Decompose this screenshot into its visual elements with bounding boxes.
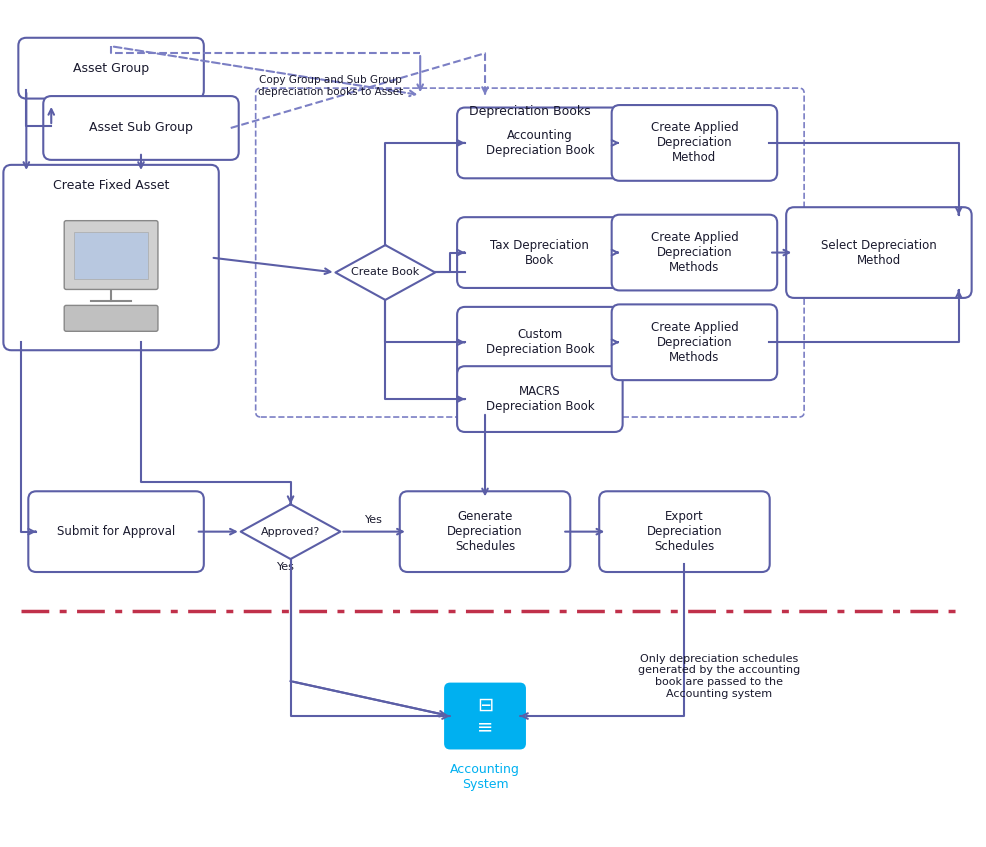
FancyBboxPatch shape [611,304,777,380]
Text: Submit for Approval: Submit for Approval [57,525,176,538]
Text: Yes: Yes [277,562,295,572]
Text: Copy Group and Sub Group
depreciation books to Asset: Copy Group and Sub Group depreciation bo… [257,75,403,97]
Text: ⊟
≡: ⊟ ≡ [477,695,493,737]
FancyBboxPatch shape [458,366,622,432]
Text: Create Fixed Asset: Create Fixed Asset [53,180,170,192]
FancyBboxPatch shape [458,108,622,179]
FancyBboxPatch shape [458,217,622,288]
FancyBboxPatch shape [29,491,204,572]
Text: Approved?: Approved? [261,527,320,537]
FancyBboxPatch shape [399,491,570,572]
FancyBboxPatch shape [19,38,204,98]
Text: Accounting
Depreciation Book: Accounting Depreciation Book [485,129,595,157]
FancyBboxPatch shape [3,165,219,351]
Text: Custom
Depreciation Book: Custom Depreciation Book [485,329,595,357]
Text: Generate
Depreciation
Schedules: Generate Depreciation Schedules [448,510,523,553]
Text: Select Depreciation
Method: Select Depreciation Method [821,239,937,267]
Text: Asset Group: Asset Group [73,62,149,75]
FancyBboxPatch shape [599,491,770,572]
FancyBboxPatch shape [43,96,239,160]
Text: MACRS
Depreciation Book: MACRS Depreciation Book [485,385,595,413]
FancyBboxPatch shape [786,208,971,298]
Text: Export
Depreciation
Schedules: Export Depreciation Schedules [647,510,723,553]
Text: Depreciation Books: Depreciation Books [469,105,591,118]
Text: Only depreciation schedules
generated by the accounting
book are passed to the
A: Only depreciation schedules generated by… [638,654,801,699]
Polygon shape [241,504,340,559]
Text: Tax Depreciation
Book: Tax Depreciation Book [490,239,590,267]
Text: Asset Sub Group: Asset Sub Group [89,121,193,135]
Polygon shape [335,245,435,300]
Text: Yes: Yes [365,515,383,524]
Text: Create Book: Create Book [351,268,419,278]
Text: Accounting
System: Accounting System [450,763,520,791]
FancyBboxPatch shape [74,231,148,280]
FancyBboxPatch shape [458,307,622,378]
FancyBboxPatch shape [64,221,158,290]
FancyBboxPatch shape [611,105,777,180]
FancyBboxPatch shape [445,684,525,749]
FancyBboxPatch shape [64,306,158,331]
Text: Create Applied
Depreciation
Methods: Create Applied Depreciation Methods [651,321,739,363]
FancyBboxPatch shape [611,214,777,291]
Text: Create Applied
Depreciation
Method: Create Applied Depreciation Method [651,121,739,164]
Text: Create Applied
Depreciation
Methods: Create Applied Depreciation Methods [651,231,739,274]
